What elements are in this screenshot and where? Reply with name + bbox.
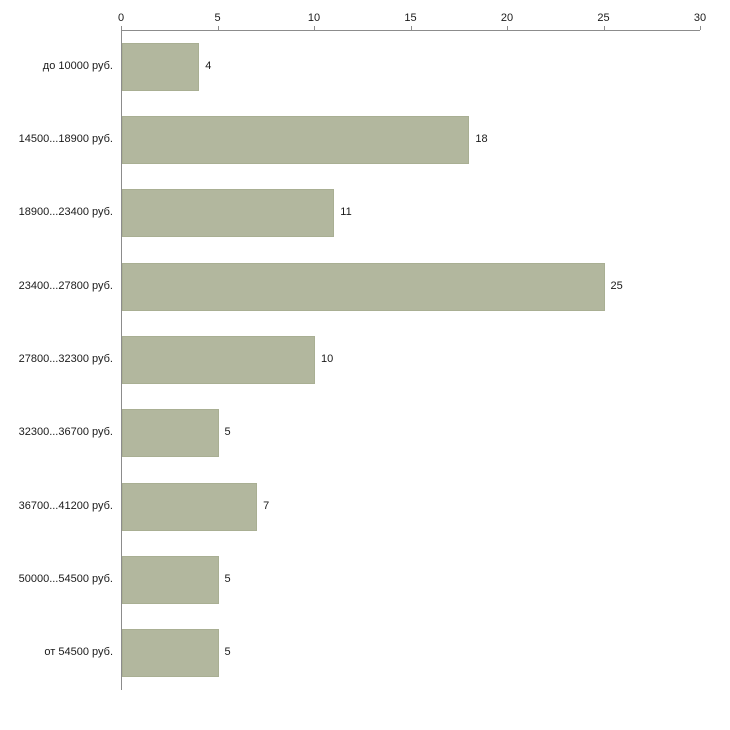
x-axis-tick-label: 0 — [117, 12, 125, 24]
bar — [122, 262, 605, 311]
bar — [122, 189, 335, 238]
category-label: 14500...18900 руб. — [18, 132, 113, 145]
category-label: 36700...41200 руб. — [18, 499, 113, 512]
bar — [122, 42, 200, 91]
bar — [122, 629, 219, 678]
x-axis-tick — [700, 26, 701, 30]
x-axis-tick-label: 5 — [214, 12, 221, 24]
bar — [122, 115, 470, 164]
category-label: 27800...32300 руб. — [18, 352, 113, 365]
x-axis-tick-label: 15 — [404, 12, 417, 24]
bar-row: до 10000 руб. 4 — [0, 30, 730, 103]
bar-row: 18900...23400 руб. 11 — [0, 177, 730, 250]
bar-row: 23400...27800 руб. 25 — [0, 250, 730, 323]
value-label: 4 — [205, 59, 212, 72]
category-label: до 10000 руб. — [42, 59, 113, 72]
category-label: от 54500 руб. — [44, 646, 113, 659]
bar — [122, 409, 219, 458]
bar-row: от 54500 руб. 5 — [0, 617, 730, 690]
bar-row: 50000...54500 руб. 5 — [0, 543, 730, 616]
x-axis-tick-label: 20 — [500, 12, 514, 24]
bar — [122, 482, 258, 531]
x-axis-tick — [410, 26, 412, 30]
value-label: 7 — [263, 499, 270, 512]
x-axis-tick — [217, 26, 219, 30]
x-axis-tick — [507, 26, 508, 30]
x-axis-tick — [603, 26, 605, 30]
bar-row: 27800...32300 руб. 10 — [0, 323, 730, 396]
x-axis-tick — [121, 26, 122, 30]
bar — [122, 555, 219, 604]
x-axis-tick — [314, 26, 315, 30]
value-label: 10 — [321, 352, 334, 365]
y-axis-line — [121, 30, 122, 690]
category-label: 18900...23400 руб. — [18, 206, 113, 219]
x-axis-tick-label: 25 — [597, 12, 610, 24]
value-label: 5 — [224, 426, 231, 439]
value-label: 18 — [475, 132, 488, 145]
bar-row: 14500...18900 руб. 18 — [0, 103, 730, 176]
value-label: 11 — [340, 206, 352, 219]
value-label: 25 — [610, 279, 623, 292]
bar-row: 36700...41200 руб. 7 — [0, 470, 730, 543]
x-axis-line — [121, 30, 700, 31]
category-label: 50000...54500 руб. — [18, 572, 113, 585]
x-axis-tick-label: 30 — [693, 12, 707, 24]
x-axis-tick-label: 10 — [307, 12, 321, 24]
value-label: 5 — [224, 646, 231, 659]
bar-row: 32300...36700 руб. 5 — [0, 397, 730, 470]
category-label: 23400...27800 руб. — [18, 279, 113, 292]
category-label: 32300...36700 руб. — [18, 426, 113, 439]
bar — [122, 335, 315, 384]
value-label: 5 — [224, 572, 231, 585]
